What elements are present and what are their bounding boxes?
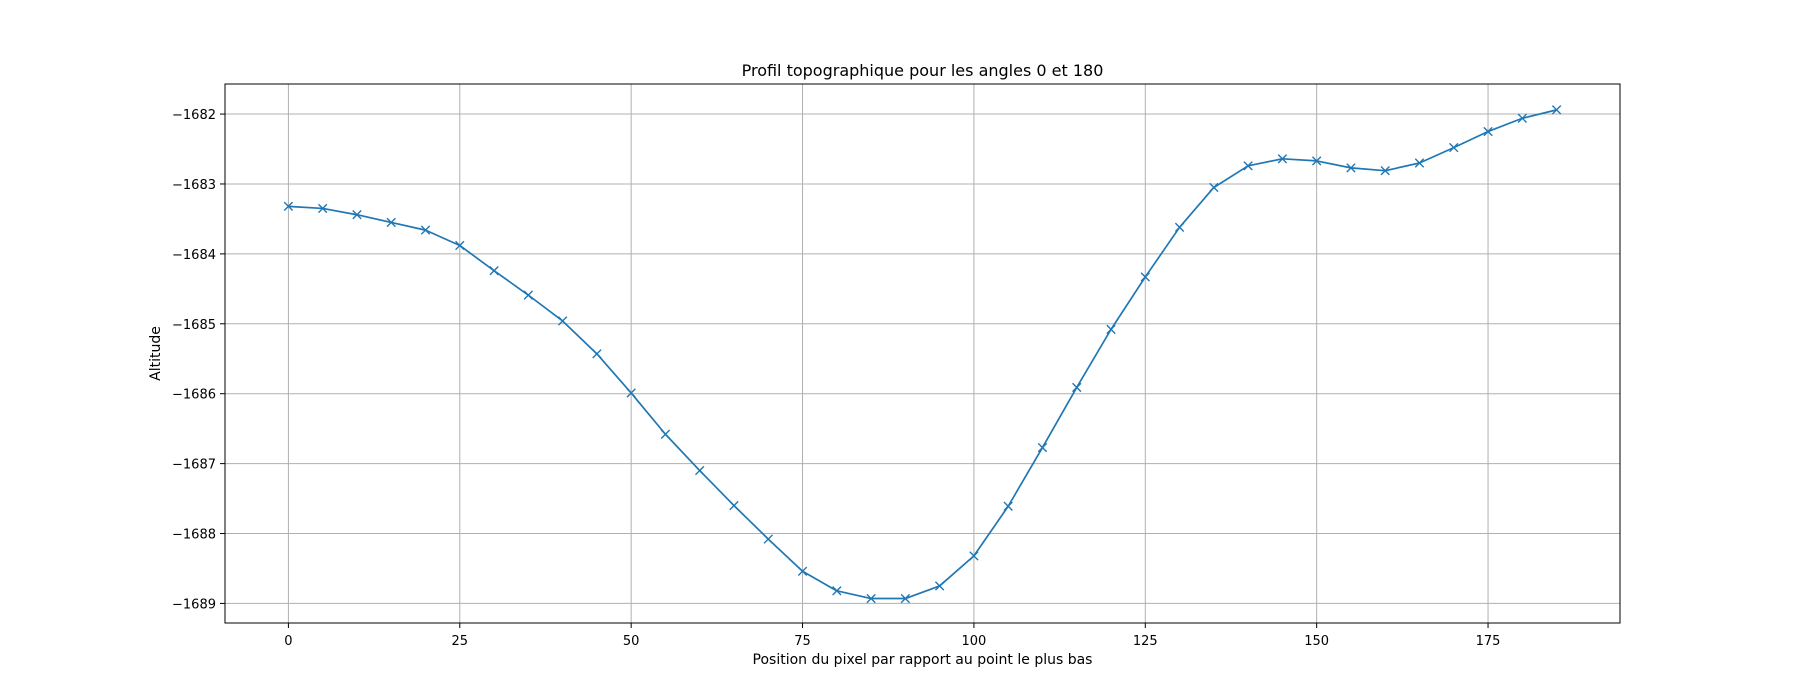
data-point-marker	[1311, 156, 1322, 166]
data-point-marker	[1106, 324, 1116, 335]
data-point-marker	[1483, 126, 1493, 137]
data-point-marker	[489, 265, 499, 276]
data-point-marker	[557, 316, 568, 326]
data-point-marker	[866, 593, 876, 604]
data-point-marker	[660, 429, 671, 439]
data-point-marker	[592, 349, 602, 359]
data-point-marker	[1140, 272, 1150, 282]
y-tick-label: −1687	[172, 458, 216, 473]
series-line-layer	[288, 109, 1557, 600]
y-tick-label: −1689	[172, 597, 216, 612]
series-line	[288, 109, 1557, 600]
chart-title: Profil topographique pour les angles 0 e…	[742, 61, 1104, 80]
data-point-marker	[900, 593, 911, 604]
data-point-marker	[1449, 142, 1459, 153]
data-point-marker	[283, 201, 294, 212]
data-point-marker	[934, 581, 945, 591]
y-tick-label: −1686	[172, 388, 216, 403]
data-point-marker	[1277, 154, 1288, 164]
data-point-marker	[352, 210, 362, 220]
data-point-marker	[455, 240, 465, 251]
data-point-marker	[1380, 165, 1390, 176]
x-tick-label: 125	[1133, 634, 1158, 649]
data-point-marker	[695, 465, 705, 476]
x-axis-label: Position du pixel par rapport au point l…	[753, 652, 1093, 668]
y-axis-ticks: −1682 −1683 −1684 −1685 −1686 −1687 −1688 −1689	[172, 108, 225, 612]
data-point-marker	[386, 217, 396, 228]
x-tick-label: 75	[794, 634, 811, 649]
x-tick-label: 100	[961, 634, 986, 649]
data-point-marker	[1072, 382, 1082, 393]
y-tick-label: −1682	[172, 108, 216, 123]
data-point-marker	[1517, 113, 1528, 123]
series-marker-layer	[283, 105, 1562, 604]
y-axis-label: Altitude	[148, 326, 164, 381]
data-point-marker	[317, 203, 328, 214]
y-tick-label: −1688	[172, 528, 216, 543]
x-tick-label: 150	[1304, 634, 1329, 649]
data-point-marker	[1243, 161, 1253, 171]
data-point-marker	[1551, 105, 1562, 115]
grid	[225, 84, 1620, 623]
data-point-marker	[729, 500, 739, 511]
data-point-marker	[763, 534, 773, 544]
data-point-marker	[1209, 182, 1219, 193]
x-tick-label: 50	[623, 634, 640, 649]
plot-frame	[224, 83, 1621, 624]
data-point-marker	[523, 290, 534, 300]
data-point-marker	[1346, 163, 1356, 173]
x-tick-label: 0	[284, 634, 292, 649]
data-point-marker	[832, 586, 842, 596]
data-point-marker	[626, 388, 636, 398]
data-point-marker	[1174, 222, 1185, 233]
y-tick-label: −1683	[172, 178, 216, 193]
y-tick-label: −1684	[172, 248, 216, 263]
data-point-marker	[1414, 158, 1425, 168]
data-point-marker	[969, 551, 979, 561]
x-axis-ticks: 0 25 50 75 100 125 150 175	[284, 623, 1500, 649]
data-point-marker	[1003, 501, 1013, 511]
x-tick-label: 25	[452, 634, 469, 649]
x-tick-label: 175	[1476, 634, 1501, 649]
y-tick-label: −1685	[172, 318, 216, 333]
data-point-marker	[420, 225, 431, 235]
data-point-marker	[797, 566, 808, 576]
data-point-marker	[1037, 442, 1048, 453]
